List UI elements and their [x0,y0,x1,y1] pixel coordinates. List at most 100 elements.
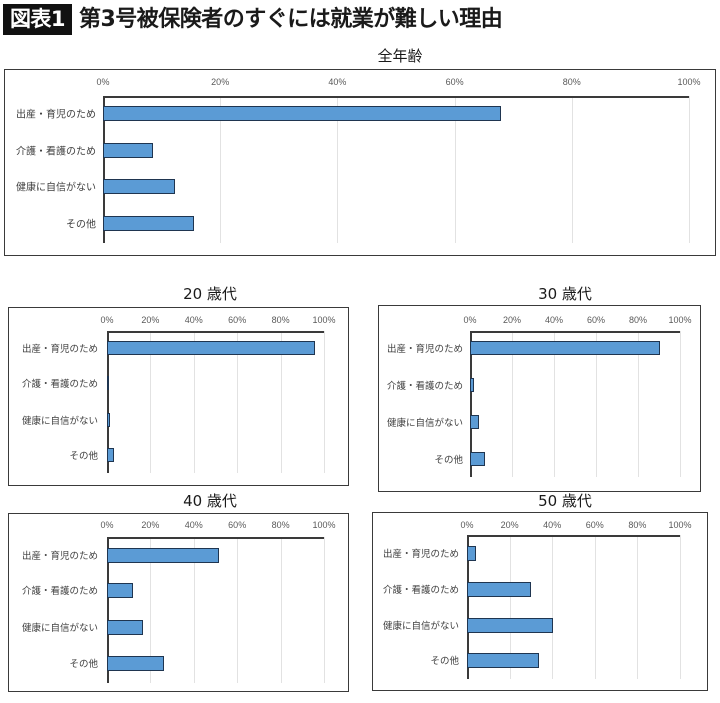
y-axis-line [470,331,472,477]
gridline [280,537,282,683]
x-tick-label: 60% [586,315,606,325]
category-label: その他 [69,451,98,462]
x-tick-label: 20% [141,315,160,325]
x-tick-label: 80% [271,315,290,325]
x-tick-label: 100% [677,77,701,87]
gridline [638,331,639,477]
gridline [454,96,456,243]
bar [470,341,661,355]
bar [107,341,316,355]
bar [107,448,114,462]
bar [107,582,134,598]
gridline [552,535,554,679]
gridline [637,535,639,679]
x-axis-line [107,537,324,539]
x-tick-label: 60% [228,520,247,530]
x-tick-label: 40% [543,520,562,530]
bar [467,652,539,668]
x-tick-label: 60% [445,77,464,87]
x-tick-label: 40% [328,77,347,87]
bar [103,215,194,231]
x-tick-label: 40% [184,520,203,530]
gridline [596,331,597,477]
x-tick-label: 0% [460,520,474,530]
chart-frame-30s [378,305,701,492]
chart-frame-40s [8,513,349,692]
category-label: 出産・育児のため [21,551,98,562]
category-label: その他 [434,455,463,466]
x-tick-label: 80% [628,520,647,530]
gridline [237,331,239,473]
category-label: 介護・看護のため [386,381,463,392]
gridline [689,96,690,243]
x-tick-label: 80% [562,77,581,87]
bar [470,378,475,392]
bar [107,655,165,671]
gridline [571,96,573,243]
y-axis-line [467,535,469,679]
gridline [337,96,339,243]
bar [107,376,109,390]
category-label: 介護・看護のため [21,379,98,390]
category-label: 出産・育児のため [21,344,98,355]
category-label: 健康に自信がない [386,418,463,429]
x-tick-label: 0% [100,315,114,325]
x-tick-label: 80% [628,315,648,325]
chart-title-20s: 20 歳代 [183,285,237,303]
x-tick-label: 60% [585,520,604,530]
x-tick-label: 80% [271,520,290,530]
bar [103,178,176,194]
gridline [193,331,195,473]
gridline [680,535,681,679]
gridline [150,537,152,683]
x-tick-label: 0% [463,315,477,325]
category-label: 健康に自信がない [21,416,98,427]
x-tick-label: 100% [668,520,692,530]
x-tick-label: 20% [141,520,160,530]
x-axis-line [107,331,324,333]
category-label: 介護・看護のため [16,146,96,158]
category-label: 健康に自信がない [21,623,98,634]
y-axis-line [107,331,109,473]
x-tick-label: 40% [544,315,564,325]
x-axis-line [470,331,680,333]
category-label: その他 [66,219,96,231]
category-label: 出産・育児のため [382,549,459,560]
category-label: その他 [69,659,98,670]
bar [107,547,219,563]
gridline [594,535,596,679]
gridline [554,331,555,477]
category-label: その他 [430,656,459,667]
x-tick-label: 0% [100,520,114,530]
gridline [680,331,681,477]
bar [103,105,502,121]
chart-frame-50s [372,512,708,691]
x-tick-label: 60% [228,315,247,325]
x-tick-label: 100% [312,520,336,530]
x-axis-line [467,535,680,537]
category-label: 介護・看護のため [382,585,459,596]
x-tick-label: 20% [502,315,522,325]
bar [467,581,531,597]
gridline [280,331,282,473]
category-label: 出産・育児のため [386,344,463,355]
bar [107,619,144,635]
gridline [150,331,152,473]
category-label: 介護・看護のため [21,586,98,597]
gridline [509,535,511,679]
x-tick-label: 100% [312,315,336,325]
chart-frame-20s [8,307,349,486]
figure-badge: 図表1 [3,4,72,35]
bar [470,452,485,466]
bar [470,415,480,429]
x-tick-label: 20% [211,77,230,87]
category-label: 出産・育児のため [16,109,96,121]
y-axis-line [103,96,105,243]
gridline [193,537,195,683]
x-tick-label: 40% [184,315,203,325]
x-tick-label: 100% [668,315,692,325]
bar [467,617,554,633]
gridline [512,331,513,477]
x-tick-label: 0% [96,77,110,87]
bar [467,545,476,561]
